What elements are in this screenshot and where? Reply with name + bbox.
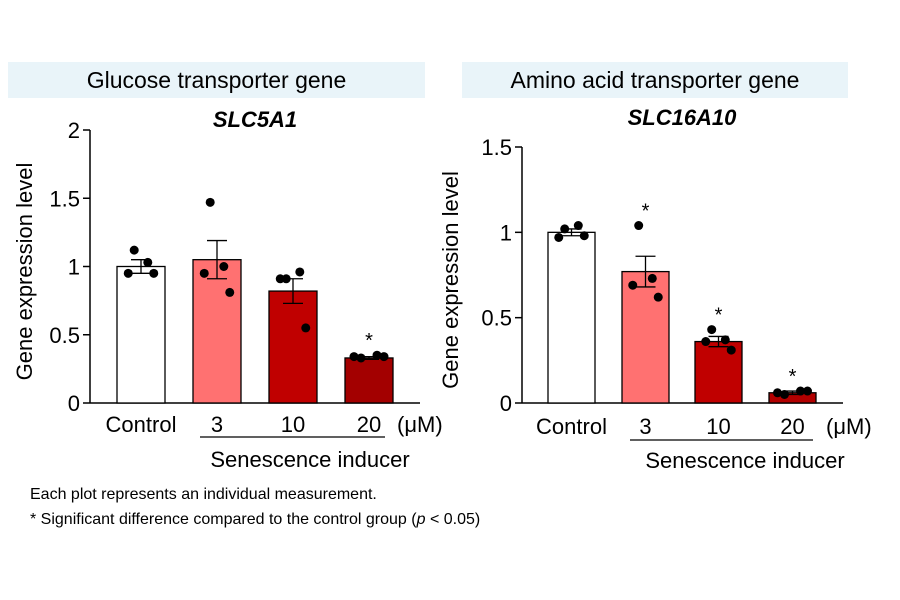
data-point — [301, 323, 311, 333]
data-point — [701, 337, 711, 347]
y-tick-label: 1.5 — [481, 135, 512, 160]
bar-Control — [547, 231, 596, 404]
y-axis-label: Gene expression level — [12, 163, 37, 381]
y-tick-label: 0 — [68, 391, 80, 416]
data-point — [372, 350, 382, 360]
unit-label: (μM) — [826, 414, 872, 439]
unit-label: (μM) — [397, 412, 443, 437]
y-axis-label: Gene expression level — [438, 171, 463, 389]
y-tick-label: 2 — [68, 118, 80, 143]
bar-20 — [344, 357, 394, 404]
data-point — [275, 274, 285, 284]
chart-title: SLC16A10 — [628, 105, 738, 130]
data-point — [149, 268, 159, 278]
y-tick-label: 0.5 — [481, 306, 512, 331]
x-axis-label: Senescence inducer — [210, 447, 409, 472]
significance-asterisk: * — [715, 305, 723, 327]
data-point — [628, 280, 638, 290]
significance-asterisk: * — [789, 366, 797, 388]
chart-panel-0: SLC5A1 Gene expression level 0 0.5 1 1.5 2 Cont… — [12, 107, 443, 472]
panel-title-left: Glucose transporter gene — [8, 62, 425, 98]
x-tick-label: 3 — [639, 414, 651, 439]
data-point — [560, 224, 570, 234]
data-point — [129, 245, 139, 255]
x-tick-label: Control — [106, 412, 177, 437]
x-axis-label: Senescence inducer — [645, 448, 844, 473]
y-tick-label: 1 — [68, 255, 80, 280]
data-point — [143, 257, 153, 267]
data-point — [219, 262, 229, 271]
y-tick-label: 1.5 — [49, 186, 80, 211]
x-tick-label: Control — [536, 414, 607, 439]
footnote-2-prefix: * Significant difference compared to the… — [30, 511, 417, 528]
data-point — [123, 268, 133, 278]
data-point — [634, 221, 644, 231]
data-point — [653, 292, 663, 302]
data-point — [796, 386, 805, 396]
footnote-2-p: p — [416, 511, 426, 528]
data-point — [295, 267, 305, 277]
x-tick-label: 10 — [706, 414, 730, 439]
x-tick-label: 20 — [780, 414, 804, 439]
footnote-2: * Significant difference compared to the… — [30, 511, 480, 529]
bar-Control — [116, 265, 166, 404]
bar-3 — [192, 259, 242, 404]
data-point — [554, 232, 564, 242]
data-point — [647, 273, 657, 283]
data-point — [573, 221, 583, 231]
data-point — [356, 353, 366, 363]
significance-asterisk: * — [365, 330, 373, 352]
data-point — [726, 345, 736, 355]
footnote-2-suffix: < 0.05) — [425, 511, 481, 528]
bar-3 — [621, 270, 670, 404]
footnote-1: Each plot represents an individual measu… — [30, 486, 377, 503]
data-point — [379, 352, 389, 362]
bar-10 — [268, 290, 318, 404]
x-tick-label: 10 — [281, 412, 305, 437]
data-point — [707, 325, 717, 335]
data-point — [225, 287, 235, 297]
chart-panel-1: SLC16A10 Gene expression level 0 0.5 1 1.5 Con… — [438, 105, 872, 473]
data-point — [349, 352, 359, 362]
data-point — [773, 388, 782, 398]
data-point — [803, 386, 812, 396]
data-point — [780, 389, 789, 399]
data-point — [720, 335, 730, 345]
y-tick-label: 0.5 — [49, 323, 80, 348]
panel-title-right: Amino acid transporter gene — [462, 62, 848, 98]
chart-title: SLC5A1 — [213, 107, 297, 132]
data-point — [205, 197, 215, 207]
y-tick-label: 0 — [500, 391, 512, 416]
x-tick-label: 3 — [211, 412, 223, 437]
data-point — [199, 268, 209, 278]
significance-asterisk: * — [642, 201, 650, 223]
x-tick-label: 20 — [357, 412, 381, 437]
data-point — [579, 231, 589, 241]
y-tick-label: 1 — [500, 220, 512, 245]
